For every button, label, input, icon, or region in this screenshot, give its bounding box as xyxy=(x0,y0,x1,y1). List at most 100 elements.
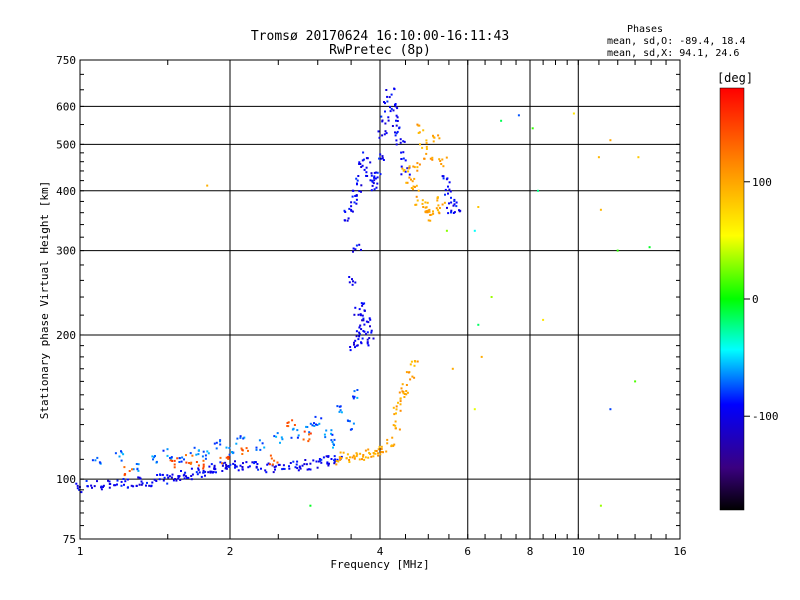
data-point xyxy=(362,151,365,154)
data-point xyxy=(370,174,373,177)
data-point xyxy=(360,302,363,305)
data-point xyxy=(204,474,206,477)
data-point xyxy=(366,331,369,334)
data-point xyxy=(392,109,395,112)
data-point xyxy=(390,444,393,447)
data-point xyxy=(236,437,239,440)
data-point xyxy=(371,179,373,182)
data-point xyxy=(361,337,364,340)
data-point xyxy=(96,480,98,483)
colorbar-ticks: 100 0 -100 xyxy=(744,176,779,423)
data-point xyxy=(198,449,200,452)
data-point xyxy=(381,119,384,122)
data-point xyxy=(399,138,402,141)
data-point xyxy=(373,176,376,179)
data-point xyxy=(308,438,311,441)
data-point xyxy=(155,460,158,463)
data-point xyxy=(102,484,105,487)
x-tick-label: 10 xyxy=(572,545,585,558)
data-point xyxy=(361,319,364,322)
data-point xyxy=(195,471,198,474)
data-point xyxy=(374,452,377,455)
data-point xyxy=(255,465,258,468)
data-point xyxy=(146,481,148,484)
data-point xyxy=(386,95,389,98)
data-point xyxy=(363,158,365,161)
data-point xyxy=(166,448,169,451)
data-point xyxy=(296,467,299,470)
colorbar-label: [deg] xyxy=(717,71,753,85)
x-tick-label: 6 xyxy=(464,545,471,558)
data-point xyxy=(308,468,310,471)
data-point xyxy=(221,470,224,472)
data-point xyxy=(354,248,357,251)
data-point xyxy=(424,211,427,214)
data-point xyxy=(373,188,376,191)
data-point xyxy=(352,397,355,400)
data-point xyxy=(358,458,361,461)
x-tick-label: 16 xyxy=(673,545,686,558)
data-points xyxy=(75,87,651,507)
data-point xyxy=(333,459,335,462)
data-point xyxy=(416,199,419,202)
data-point xyxy=(411,375,414,378)
data-point xyxy=(400,173,403,176)
data-point xyxy=(403,140,406,143)
data-point xyxy=(416,169,419,172)
data-point xyxy=(352,454,355,457)
data-point xyxy=(395,405,398,408)
data-point xyxy=(91,486,93,489)
data-point xyxy=(437,134,440,137)
series-e-region-mixed xyxy=(123,419,312,477)
data-point xyxy=(432,136,435,139)
data-point xyxy=(431,158,434,161)
data-point xyxy=(179,479,182,481)
data-point xyxy=(210,470,213,473)
data-point xyxy=(358,335,361,338)
data-point xyxy=(326,461,329,464)
series-sparse-scatter xyxy=(206,112,651,507)
data-point xyxy=(370,455,373,458)
data-point xyxy=(279,441,281,444)
data-point xyxy=(269,454,272,457)
data-point xyxy=(358,161,361,164)
data-point xyxy=(435,207,438,210)
data-point xyxy=(116,483,118,486)
data-point xyxy=(366,342,369,345)
data-point xyxy=(241,468,244,471)
data-point xyxy=(351,456,354,459)
data-point xyxy=(337,460,340,463)
data-point xyxy=(450,201,453,204)
data-point xyxy=(290,436,293,439)
data-point xyxy=(449,190,452,193)
data-point xyxy=(453,203,456,206)
data-point xyxy=(316,424,319,426)
data-point xyxy=(219,443,222,446)
data-point xyxy=(362,319,365,322)
data-point xyxy=(381,134,384,137)
data-point xyxy=(313,422,315,425)
data-point xyxy=(234,464,237,467)
data-point xyxy=(196,473,199,476)
data-point xyxy=(184,471,187,474)
data-point xyxy=(137,476,140,479)
data-point xyxy=(416,360,419,363)
data-point xyxy=(137,463,140,466)
data-point xyxy=(319,459,322,462)
data-point xyxy=(128,470,131,472)
data-point xyxy=(387,119,390,122)
data-point xyxy=(355,198,358,201)
data-point xyxy=(232,462,235,465)
data-point xyxy=(326,462,329,465)
data-point xyxy=(327,464,330,467)
series-f1-o-trace xyxy=(348,276,375,352)
data-point xyxy=(362,317,365,320)
data-point xyxy=(200,475,203,478)
data-point xyxy=(180,470,182,472)
data-point xyxy=(308,433,310,436)
data-point xyxy=(185,461,188,464)
data-point xyxy=(416,162,419,165)
data-point xyxy=(377,130,380,133)
data-point xyxy=(343,209,346,212)
data-point xyxy=(215,471,217,474)
